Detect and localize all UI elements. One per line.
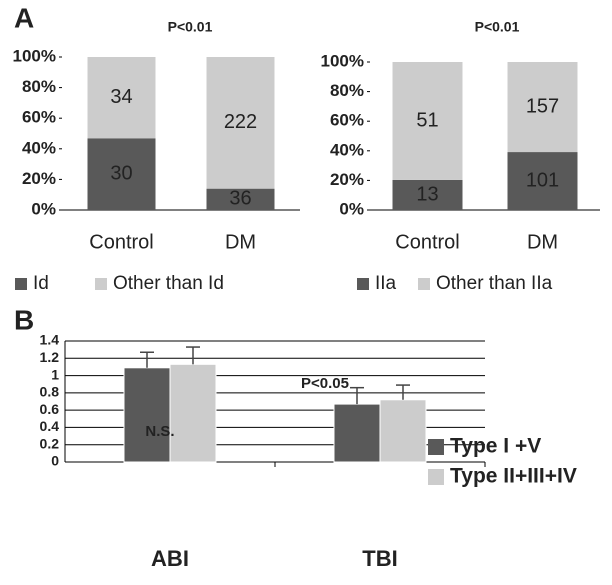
y-tick-label: 80% — [22, 77, 56, 96]
data-label: 34 — [110, 86, 132, 108]
data-label: 222 — [224, 111, 257, 133]
x-tick-label: ABI — [151, 546, 189, 571]
y-tick-label: 20% — [330, 170, 364, 189]
bar-segment — [87, 138, 156, 210]
bar-segment — [206, 57, 275, 189]
legend-label: Type I +V — [450, 435, 541, 458]
annotation: N.S. — [145, 423, 174, 440]
y-tick-label: 0.6 — [40, 401, 60, 417]
data-label: 101 — [526, 169, 559, 191]
chart-title: P<0.01 — [475, 19, 520, 35]
y-tick-label: 0.8 — [40, 384, 60, 400]
legend-swatch — [418, 278, 430, 290]
y-tick-label: 0 — [51, 453, 59, 469]
data-label: 51 — [416, 109, 438, 131]
legend-label: Other than Id — [113, 273, 224, 294]
legend-swatch — [357, 278, 369, 290]
legend-swatch — [428, 439, 444, 455]
chart-title: P<0.01 — [168, 19, 213, 35]
data-label: 13 — [416, 183, 438, 205]
data-label: 30 — [110, 162, 132, 184]
y-tick-label: 40% — [22, 138, 56, 157]
panel-label: B — [14, 304, 34, 335]
bar-segment — [507, 62, 578, 153]
y-tick-label: 80% — [330, 81, 364, 100]
x-tick-label: DM — [527, 231, 558, 253]
x-tick-label: Control — [395, 231, 459, 253]
y-tick-label: 0.2 — [40, 435, 60, 451]
bar-segment — [392, 62, 463, 180]
bar-segment — [206, 188, 275, 210]
legend-label: Other than IIa — [436, 273, 553, 294]
x-tick-label: TBI — [362, 546, 397, 571]
bar-segment — [87, 57, 156, 139]
bar — [379, 399, 427, 463]
legend-label: Id — [33, 273, 49, 294]
annotation: P<0.05 — [301, 375, 349, 392]
bar-segment — [507, 152, 578, 210]
bar — [169, 363, 217, 463]
bar — [123, 367, 171, 463]
data-label: 157 — [526, 95, 559, 117]
legend-label: Type II+III+IV — [450, 465, 577, 488]
y-tick-label: 20% — [22, 169, 56, 188]
data-label: 36 — [229, 188, 251, 210]
y-tick-label: 60% — [22, 108, 56, 127]
legend-swatch — [95, 278, 107, 290]
y-tick-label: 0.4 — [40, 418, 60, 434]
legend-label: IIa — [375, 273, 397, 294]
y-tick-label: 1.4 — [40, 332, 60, 348]
y-tick-label: 0% — [339, 199, 364, 218]
y-tick-label: 1.2 — [40, 349, 60, 365]
bar — [333, 403, 381, 463]
y-tick-label: 1 — [51, 366, 59, 382]
panel-label: A — [14, 2, 34, 33]
x-tick-label: DM — [225, 231, 256, 253]
bar-segment — [392, 179, 463, 210]
y-tick-label: 100% — [13, 46, 56, 65]
legend-swatch — [428, 469, 444, 485]
y-tick-label: 40% — [330, 140, 364, 159]
y-tick-label: 0% — [31, 199, 56, 218]
y-tick-label: 100% — [321, 51, 364, 70]
y-tick-label: 60% — [330, 111, 364, 130]
legend-swatch — [15, 278, 27, 290]
x-tick-label: Control — [89, 231, 153, 253]
